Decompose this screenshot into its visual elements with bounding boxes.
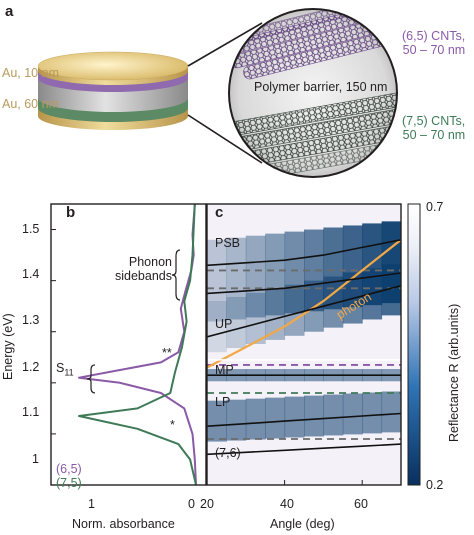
branch-line-5 [207, 412, 401, 427]
ytick-1-2: 1.2 [22, 360, 40, 374]
xtick-c-20: 20 [200, 497, 214, 511]
ytick-1: 1 [32, 452, 39, 466]
legend-75: (7,5) [56, 476, 82, 490]
heatmap-cell-1-1 [226, 296, 247, 349]
ytick-1-3: 1.3 [22, 313, 40, 327]
heatmap-cell-7-2 [342, 393, 363, 435]
label-cnt75: (7,5) CNTs, 50 – 70 nm [402, 114, 465, 142]
panel-a-letter: a [5, 3, 14, 20]
layer-stack [37, 51, 189, 130]
legend-65: (6,5) [56, 462, 82, 476]
branch-line-6 [207, 443, 401, 456]
heatmap-cell-1-0 [226, 237, 247, 320]
heatmap-cell-3-1 [265, 288, 286, 340]
branch-line-3 [207, 284, 401, 338]
device-illustration [37, 8, 398, 178]
label-cnt75-line2: 50 – 70 nm [402, 128, 466, 142]
colorbar-tick-max: 0.7 [426, 200, 444, 214]
ytick-1-5: 1.5 [22, 222, 40, 236]
heatmap-cell-1-2 [226, 399, 247, 441]
colorbar [407, 203, 421, 486]
label-cnt65: (6,5) CNTs, 50 – 70 nm [402, 29, 465, 57]
heatmap-cell-2-1 [245, 292, 266, 344]
heatmap-cell-5-0 [304, 229, 324, 312]
s11-label: S11 [56, 361, 74, 380]
label-cnt65-line1: (6,5) CNTs, [402, 29, 466, 43]
absorbance-line-0 [78, 203, 197, 486]
label-cnt65-line2: 50 – 70 nm [402, 43, 466, 57]
heatmap-cell-8-2 [362, 392, 383, 434]
heatmap-cell-0-1 [207, 301, 227, 353]
phonon-sidebands-label: Phonon sidebands [108, 255, 172, 283]
panel-b-letter: b [66, 204, 76, 221]
panel-b-xlabel: Norm. absorbance [72, 517, 175, 531]
xtick-c-60: 60 [354, 497, 368, 511]
double-star: ** [162, 346, 172, 360]
heatmap-cell-0-2 [207, 400, 227, 442]
branch-lp: LP [215, 395, 231, 409]
xtick-b-1: 1 [88, 497, 95, 511]
heatmap-cell-3-0 [265, 233, 286, 316]
panel-c-xlabel: Angle (deg) [270, 517, 335, 531]
heatmap-cell-2-2 [245, 398, 266, 440]
zoom-line-top [187, 22, 263, 67]
heatmap-cell-0-0 [207, 239, 227, 322]
xtick-c-40: 40 [280, 497, 294, 511]
s11-brace [86, 364, 96, 394]
heatmap-cell-5-2 [304, 395, 324, 437]
magnified-view [228, 8, 398, 178]
panel-b-frame [50, 203, 207, 486]
branch-line-2 [207, 272, 401, 295]
panel-c-frame [206, 203, 402, 486]
ytick-1-1: 1.1 [22, 405, 40, 419]
branch-mp: MP [215, 363, 234, 377]
heatmap-cell-4-0 [284, 231, 305, 314]
xtick-b-0: 0 [188, 497, 195, 511]
s11-main: S [56, 361, 65, 375]
panel-b-ylabel: Energy (eV) [1, 313, 15, 380]
branch-line-0 [207, 238, 401, 369]
branch-line-1 [207, 239, 401, 267]
heatmap-cell-9-2 [381, 391, 401, 433]
heatmap-cell-6-2 [323, 394, 344, 436]
heatmap-cell-9-1 [381, 264, 401, 316]
absorbance-line-1 [78, 203, 197, 486]
heatmap-cell-2-0 [245, 235, 266, 318]
label-au-60nm: Au, 60 nm [2, 97, 59, 111]
zoom-line-bottom [187, 114, 263, 164]
phonon-brace [171, 249, 181, 301]
branch-psb: PSB [215, 236, 241, 250]
colorbar-tick-min: 0.2 [426, 478, 444, 492]
label-polymer-barrier: Polymer barrier, 150 nm [254, 80, 388, 94]
branch-76: (7,6) [215, 446, 241, 460]
phonon-label-line1: Phonon [128, 255, 172, 269]
heatmap-cell-4-2 [284, 396, 305, 438]
single-star: * [170, 418, 175, 432]
label-cnt75-line1: (7,5) CNTs, [402, 114, 466, 128]
panel-c-letter: c [215, 204, 224, 221]
heatmap-cell-3-2 [265, 397, 286, 439]
ytick-1-4: 1.4 [22, 267, 40, 281]
heatmap-cell-4-1 [284, 284, 305, 336]
branch-up: UP [215, 317, 233, 331]
phonon-label-line2: sidebands [115, 269, 172, 283]
label-au-10nm: Au, 10 nm [2, 66, 59, 80]
colorbar-label: Reflectance R (arb.units) [447, 303, 461, 442]
figure-panels-bc [50, 203, 421, 486]
s11-sub: 11 [64, 367, 74, 378]
